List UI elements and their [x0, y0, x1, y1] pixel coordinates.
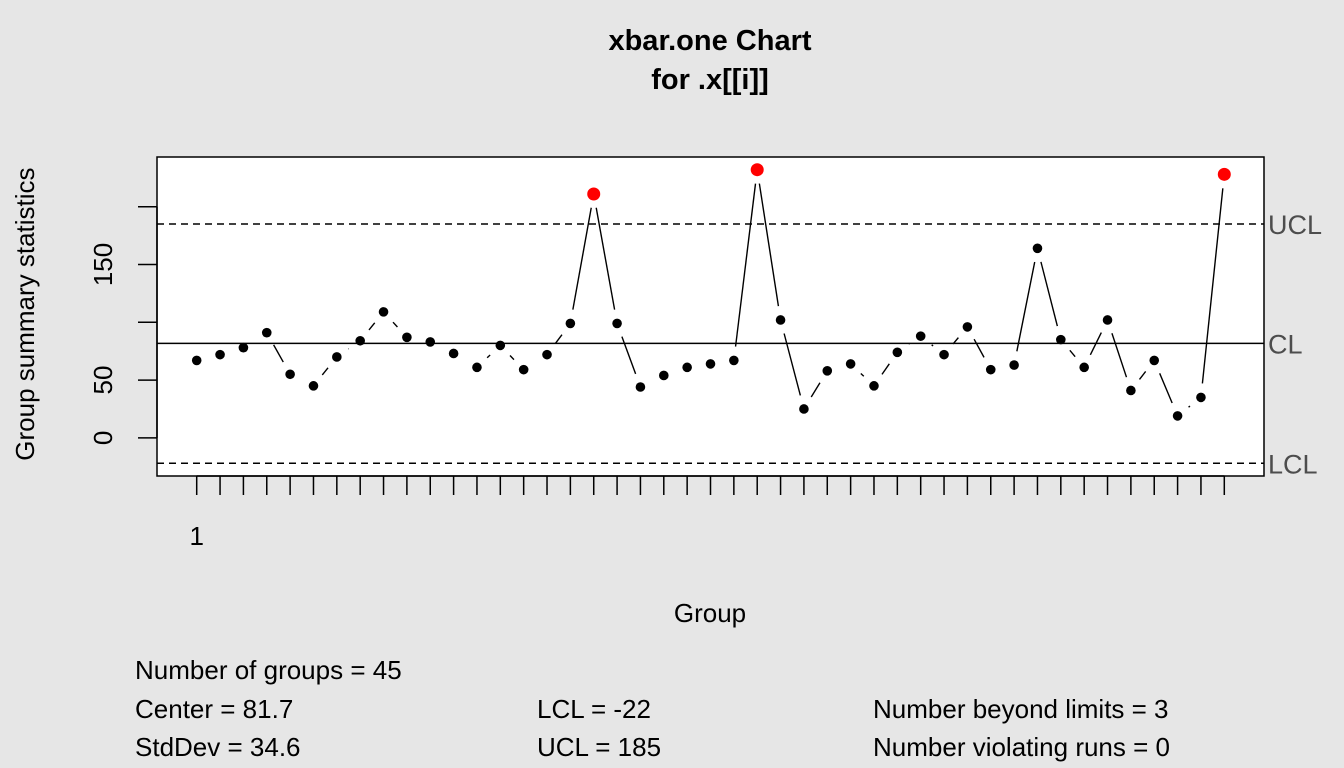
point-beyond-limits: [587, 187, 601, 201]
series-segment: [1069, 349, 1076, 358]
y-tick-label: 0: [88, 431, 118, 445]
data-point: [729, 355, 739, 366]
data-point: [822, 366, 833, 376]
data-point: [425, 337, 436, 347]
data-point: [1079, 362, 1089, 373]
x-axis: [195, 475, 1226, 495]
data-point: [565, 318, 576, 329]
series-segment: [273, 344, 284, 363]
series-segment: [621, 336, 637, 375]
stat-ucl: UCL = 185: [537, 732, 662, 762]
series-segment: [1138, 371, 1147, 380]
data-point: [402, 332, 412, 343]
data-point: [658, 370, 669, 381]
data-point: [985, 364, 996, 375]
series-segment: [758, 183, 780, 307]
stat-stddev: StdDev = 34.6: [135, 732, 301, 762]
data-point: [191, 355, 202, 366]
data-point: [1196, 392, 1206, 403]
data-point: [845, 359, 856, 369]
point-beyond-limits: [1217, 167, 1231, 181]
data-point: [799, 404, 809, 414]
series-segment: [931, 344, 934, 347]
data-point: [1009, 360, 1019, 370]
series-segment: [1159, 373, 1173, 404]
data-point: [1149, 355, 1160, 366]
x-axis-label: Group: [674, 598, 746, 628]
series-segment: [1188, 405, 1191, 408]
data-point: [332, 352, 342, 362]
series-segment: [321, 367, 329, 376]
series-segment: [952, 337, 959, 345]
data-point: [285, 369, 295, 380]
data-point: [261, 327, 272, 338]
data-point: [308, 381, 319, 391]
data-point: [705, 359, 716, 369]
stat-number-of-groups: Number of groups = 45: [135, 655, 402, 685]
cl-label: CL: [1268, 329, 1303, 359]
data-point: [1102, 315, 1113, 325]
series-segment: [881, 363, 890, 375]
data-point: [238, 342, 249, 353]
data-point: [1056, 334, 1066, 345]
ucl-label: UCL: [1268, 210, 1322, 240]
series-segment: [368, 322, 376, 331]
series-segment: [1111, 333, 1128, 378]
data-point: [682, 362, 692, 373]
data-point: [775, 315, 786, 325]
data-point: [962, 322, 973, 332]
x-tick-label: 1: [189, 521, 203, 551]
data-point: [1172, 411, 1183, 421]
stat-center: Center = 81.7: [135, 694, 294, 724]
series-segment: [1040, 261, 1059, 327]
data-point: [1126, 385, 1136, 396]
point-beyond-limits: [750, 163, 764, 177]
chart-title: xbar.one Chart: [608, 25, 811, 57]
stat-beyond-limits: Number beyond limits = 3: [873, 694, 1169, 724]
data-point: [939, 349, 949, 360]
series-segment: [572, 207, 592, 310]
lcl-label: LCL: [1268, 449, 1318, 479]
series-segment: [392, 321, 398, 328]
y-tick-label: 150: [88, 243, 118, 286]
stat-violating-runs: Number violating runs = 0: [873, 732, 1170, 762]
series: [191, 163, 1231, 421]
data-point: [448, 348, 459, 359]
plot-area: [156, 156, 1265, 477]
series-segment: [734, 183, 757, 347]
series-segment: [1201, 188, 1224, 384]
series-segment: [1089, 332, 1102, 356]
data-point: [542, 349, 552, 360]
series-segment: [486, 354, 491, 359]
data-point: [869, 381, 879, 391]
series-segment: [810, 382, 821, 398]
stat-lcl: LCL = -22: [537, 694, 651, 724]
data-point: [915, 331, 926, 341]
data-point: [518, 364, 529, 375]
series-segment: [509, 354, 515, 361]
data-point: [1032, 243, 1043, 254]
series-segment: [973, 338, 985, 358]
data-point: [472, 362, 482, 373]
data-point: [495, 340, 506, 351]
series-segment: [783, 333, 802, 396]
data-point: [892, 347, 903, 358]
y-tick-label: 50: [88, 366, 118, 395]
series-segment: [860, 372, 865, 377]
y-axis-label: Group summary statistics: [10, 167, 40, 460]
data-point: [635, 382, 646, 392]
data-point: [378, 307, 389, 317]
series-segment: [554, 334, 563, 344]
series-segment: [595, 207, 616, 310]
data-point: [355, 335, 365, 346]
data-point: [612, 318, 622, 329]
data-point: [215, 349, 225, 360]
chart-subtitle: for .x[[i]]: [651, 64, 769, 96]
series-segment: [1016, 261, 1036, 352]
y-axis: 0 50 150: [88, 205, 158, 445]
